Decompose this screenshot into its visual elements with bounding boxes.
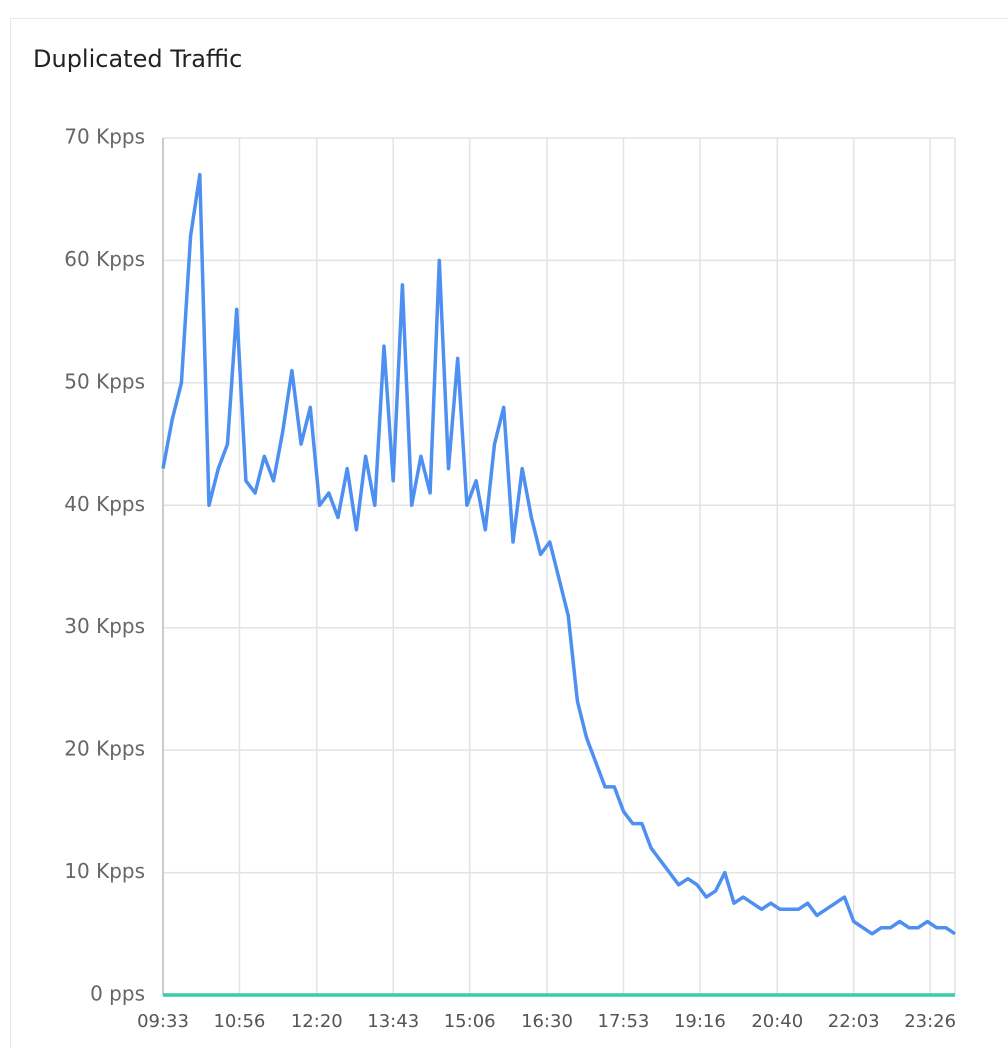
x-tick-label: 12:20 [291,1011,343,1032]
x-tick-label: 15:06 [444,1011,496,1032]
y-tick-label: 50 Kpps [64,369,145,393]
x-tick-label: 20:40 [751,1011,803,1032]
y-tick-label: 30 Kpps [64,614,145,638]
x-tick-label: 16:30 [521,1011,573,1032]
card [11,19,1008,1049]
x-tick-label: 23:26 [904,1011,956,1032]
y-tick-label: 40 Kpps [64,492,145,516]
y-tick-label: 20 Kpps [64,737,145,761]
x-tick-label: 17:53 [598,1011,650,1032]
x-tick-label: 13:43 [367,1011,419,1032]
chart-title: Duplicated Traffic [33,45,242,73]
x-tick-label: 19:16 [674,1011,726,1032]
y-tick-label: 70 Kpps [64,125,145,149]
x-tick-label: 22:03 [828,1011,880,1032]
y-tick-label: 10 Kpps [64,859,145,883]
y-tick-label: 60 Kpps [64,247,145,271]
x-tick-label: 09:33 [137,1011,189,1032]
y-tick-label: 0 pps [90,982,145,1006]
x-tick-label: 10:56 [213,1011,265,1032]
